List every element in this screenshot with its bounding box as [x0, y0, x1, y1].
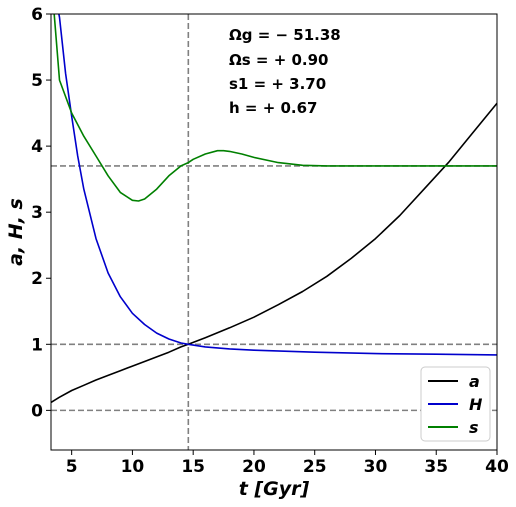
annotation-block: Ωg = − 51.38 Ωs = + 0.90 s1 = + 3.70 h =…: [229, 26, 341, 117]
x-axis-ticks: 5 10 15 20 25 30 35 40: [66, 450, 509, 477]
x-tick-label-20: 20: [242, 457, 266, 477]
legend: a H s: [420, 366, 491, 442]
y-tick-label-4: 4: [31, 137, 43, 157]
series-line-s: [53, 14, 497, 202]
x-tick-label-40: 40: [485, 457, 509, 477]
y-tick-label-3: 3: [31, 203, 43, 223]
x-tick-label-10: 10: [121, 457, 145, 477]
x-axis-label: t [Gyr]: [239, 478, 310, 500]
y-tick-label-6: 6: [31, 5, 43, 25]
x-tick-label-25: 25: [303, 457, 327, 477]
y-axis-ticks: 0 1 2 3 4 5 6: [31, 5, 51, 421]
annotation-omega-s: Ωs = + 0.90: [229, 51, 329, 69]
y-tick-label-5: 5: [31, 71, 43, 91]
annotation-omega-g: Ωg = − 51.38: [229, 26, 341, 44]
x-tick-label-30: 30: [364, 457, 388, 477]
x-tick-label-5: 5: [66, 457, 78, 477]
series-line-h: [58, 14, 497, 356]
legend-label-a: a: [469, 372, 480, 391]
x-tick-label-15: 15: [181, 457, 205, 477]
y-axis-label: a, H, s: [5, 198, 27, 266]
series-line-a: [51, 102, 497, 404]
y-tick-label-0: 0: [31, 401, 43, 421]
y-tick-label-2: 2: [31, 269, 43, 289]
series-layer: [51, 14, 497, 404]
y-tick-label-1: 1: [31, 335, 43, 355]
legend-label-h: H: [469, 395, 483, 414]
x-tick-label-35: 35: [424, 457, 448, 477]
legend-label-s: s: [469, 418, 479, 437]
plot-frame: [50, 13, 498, 451]
annotation-h: h = + 0.67: [229, 99, 318, 117]
annotation-s1: s1 = + 3.70: [229, 75, 326, 93]
